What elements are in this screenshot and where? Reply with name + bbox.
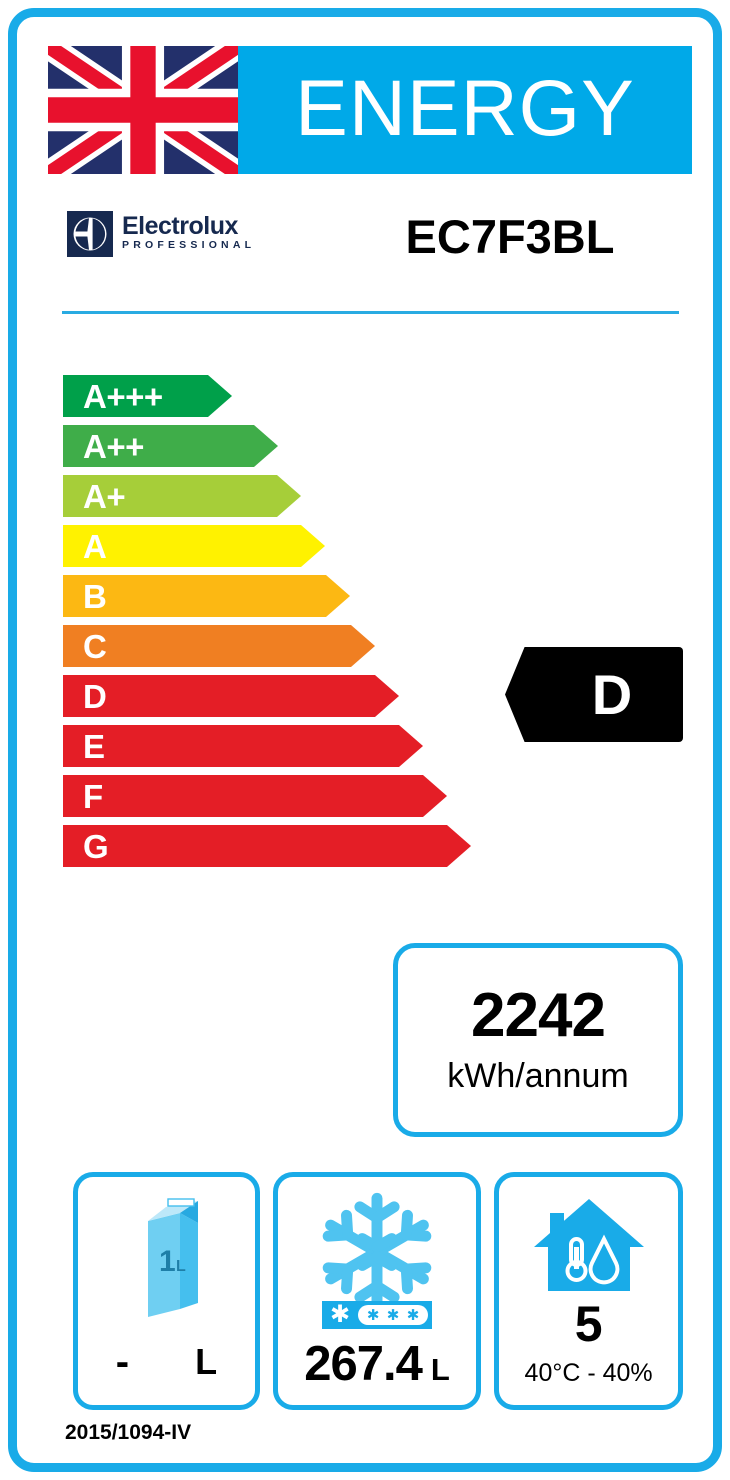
brand-logo: Electrolux PROFESSIONAL [67, 211, 255, 257]
climate-conditions: 40°C - 40% [524, 1359, 653, 1387]
energy-class-bar: B [63, 575, 350, 617]
model-name: EC7F3BL [405, 210, 615, 263]
brand-row: Electrolux PROFESSIONAL EC7F3BL [48, 203, 692, 283]
energy-class-band: A++ [63, 425, 683, 467]
freezer-badge-star-icon: ✱ [330, 1301, 351, 1328]
uk-flag-icon [48, 46, 238, 174]
energy-class-bar: A [63, 525, 325, 567]
energy-class-letter: A [83, 527, 107, 565]
fresh-food-unit: L [195, 1341, 218, 1382]
svg-text:1: 1 [159, 1245, 176, 1278]
energy-class-bar: E [63, 725, 423, 767]
star-icon: ✱ [386, 1306, 400, 1324]
freezer-value: 267.4 [304, 1337, 423, 1391]
climate-box: 5 40°C - 40% [494, 1172, 683, 1410]
milk-carton-icon: 1 L [78, 1191, 255, 1323]
electrolux-logo-mark-icon [67, 211, 113, 257]
bottom-info-boxes: 1 L - L [73, 1172, 683, 1410]
header-divider [62, 311, 679, 314]
freezer-star-rating-badge: ✱ ✱ ✱ ✱ [278, 1301, 476, 1329]
fresh-food-value: - [115, 1340, 130, 1384]
energy-class-letter: A+ [83, 477, 126, 515]
energy-class-letter: D [83, 677, 107, 715]
climate-value: 5 [574, 1296, 603, 1352]
energy-label: ENERGY Electrolux PROFESSIONAL EC7F3BL A… [8, 8, 722, 1472]
energy-class-band: G [63, 825, 683, 867]
fresh-food-box: 1 L - L [73, 1172, 260, 1410]
freezer-box: ✱ ✱ ✱ ✱ 267.4 L [272, 1172, 482, 1410]
energy-class-band: E [63, 725, 683, 767]
freezer-badge-pill: ✱ ✱ ✱ [358, 1305, 429, 1325]
brand-name: Electrolux [122, 212, 238, 240]
label-header: ENERGY [48, 46, 692, 174]
star-icon: ✱ [406, 1306, 420, 1324]
brand-subtitle: PROFESSIONAL [122, 239, 256, 251]
energy-class-letter: C [83, 627, 107, 665]
energy-class-letter: E [83, 727, 105, 765]
energy-class-band: A [63, 525, 683, 567]
page-title: ENERGY [295, 62, 635, 152]
freezer-unit: L [430, 1352, 450, 1387]
energy-class-bar: G [63, 825, 471, 867]
fresh-food-footer: - L [78, 1340, 255, 1384]
regulation-reference: 2015/1094-IV [65, 1421, 192, 1444]
energy-class-letter: B [83, 577, 107, 615]
energy-class-bar: A+ [63, 475, 301, 517]
energy-class-ladder: A+++ A++ A+ A B C D E F G [63, 375, 683, 880]
energy-class-bar: D [63, 675, 399, 717]
star-icon: ✱ [366, 1306, 380, 1324]
brand-wordmark: Electrolux PROFESSIONAL [122, 211, 255, 252]
energy-class-band: D [63, 675, 683, 717]
energy-class-letter: F [83, 777, 103, 815]
snowflake-icon [278, 1191, 476, 1313]
energy-title-band: ENERGY [238, 46, 692, 174]
energy-class-letter: A++ [83, 427, 144, 465]
energy-class-band: A+ [63, 475, 683, 517]
energy-class-band: B [63, 575, 683, 617]
energy-class-band: A+++ [63, 375, 683, 417]
consumption-value: 2242 [471, 981, 606, 1050]
energy-class-bar: A+++ [63, 375, 232, 417]
energy-class-bar: F [63, 775, 447, 817]
energy-class-bar: C [63, 625, 375, 667]
house-thermometer-droplet-icon [499, 1191, 678, 1299]
svg-text:L: L [176, 1258, 186, 1275]
energy-class-band: C [63, 625, 683, 667]
rating-grade: D [591, 662, 633, 726]
energy-class-band: F [63, 775, 683, 817]
energy-class-letter: G [83, 827, 109, 865]
energy-class-letter: A+++ [83, 377, 163, 415]
rating-arrow-icon: D [505, 647, 683, 742]
energy-class-bar: A++ [63, 425, 278, 467]
freezer-footer: 267.4 L [278, 1339, 476, 1389]
consumption-unit: kWh/annum [447, 1057, 629, 1095]
consumption-box: 2242 kWh/annum [393, 943, 683, 1137]
